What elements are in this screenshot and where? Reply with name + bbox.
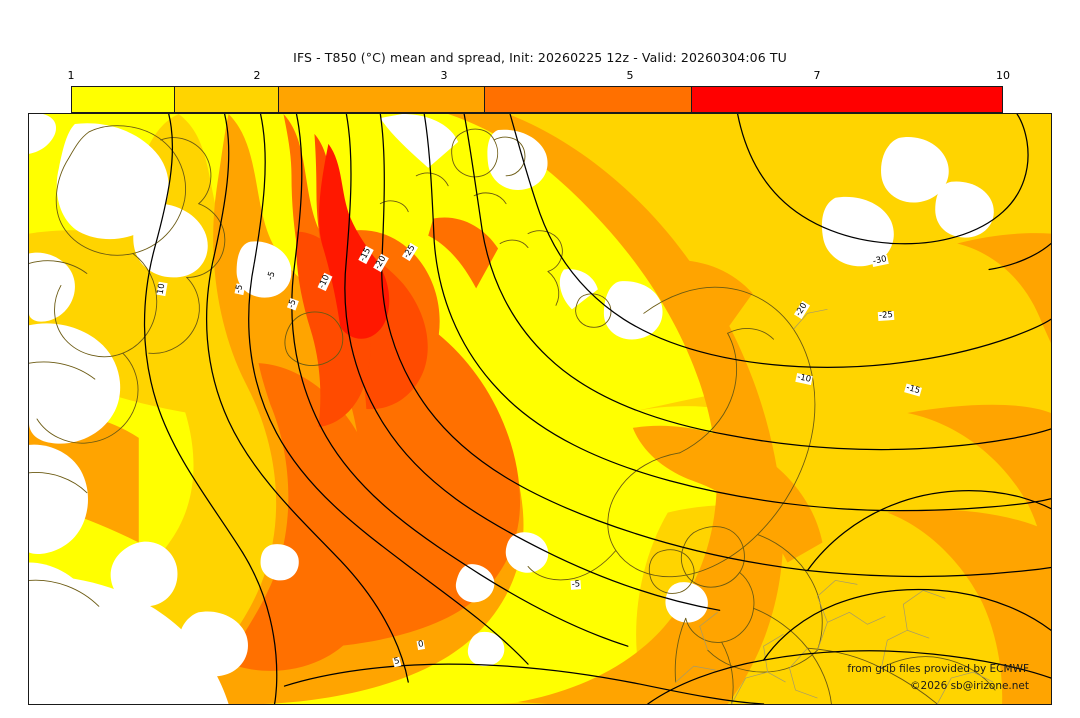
contour-label-minus25: -25 (877, 310, 895, 322)
colorbar: 1 2 3 5 7 10 (68, 69, 1010, 113)
colorbar-tick-labels: 1 2 3 5 7 10 (67, 69, 1011, 83)
map-canvas[interactable]: 10-5-5-5-10-15-20-25-30-25-20-10-15-5051… (28, 113, 1052, 705)
contour-label-0: 0 (416, 639, 426, 651)
contour-label-minus5: -5 (570, 579, 582, 590)
page-title: IFS - T850 (°C) mean and spread, Init: 2… (293, 50, 787, 65)
colorbar-tick-2: 2 (253, 69, 261, 82)
isotherm-contours (143, 114, 1051, 704)
colorbar-segment-2-3 (175, 87, 279, 112)
colorbar-tick-10: 10 (996, 69, 1010, 82)
colorbar-segment-5-7 (485, 87, 692, 112)
colorbar-segment-1-2 (72, 87, 176, 112)
map-svg (29, 114, 1051, 704)
colorbar-tick-7: 7 (813, 69, 821, 82)
colorbar-segment-7-10 (691, 87, 1002, 112)
colorbar-tick-3: 3 (440, 69, 448, 82)
credit-source: from grib files provided by ECMWF (847, 663, 1029, 675)
no-data-area (29, 114, 994, 704)
country-borders (675, 308, 994, 704)
colorbar-tick-5: 5 (626, 69, 634, 82)
colorbar-segment-3-5 (278, 87, 486, 112)
colorbar-swatches (71, 86, 1003, 113)
spread-band-max (319, 143, 390, 339)
credit-copyright: ©2026 sb@irizone.net (910, 680, 1029, 692)
coastlines (29, 125, 996, 704)
colorbar-tick-1: 1 (67, 69, 75, 82)
